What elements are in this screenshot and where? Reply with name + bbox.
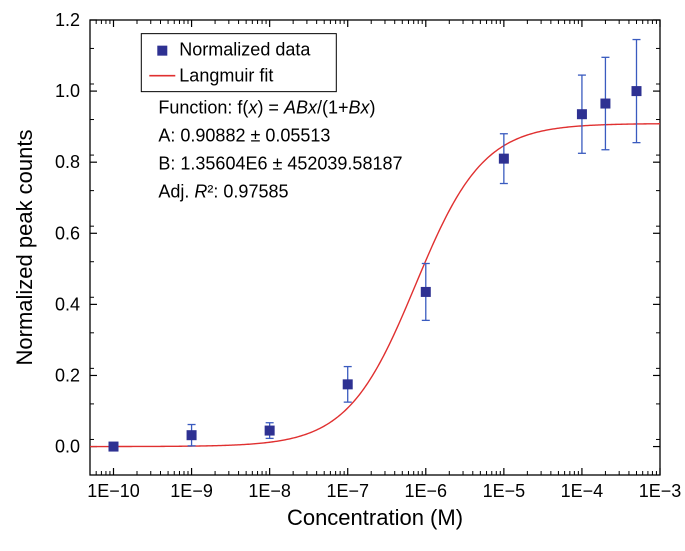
annotation-line: Function: f(x) = ABx/(1+Bx) — [158, 97, 375, 117]
y-tick-label: 0.2 — [55, 365, 80, 385]
x-tick-label: 1E−9 — [170, 481, 213, 501]
legend-item-label: Normalized data — [179, 40, 311, 60]
y-tick-label: 0.6 — [55, 223, 80, 243]
langmuir-chart: 1E−10 1E−9 1E−8 1E−7 1E−6 1E−5 1E−4 1E−3 0.0 0.2 0… — [0, 0, 685, 551]
annotation-line: B: 1.35604E6 ± 452039.58187 — [158, 153, 402, 173]
x-tick-label: 1E−6 — [405, 481, 448, 501]
x-tick-label: 1E−4 — [561, 481, 604, 501]
legend-item-label: Langmuir fit — [179, 66, 273, 86]
legend: Normalized data Langmuir fit — [141, 34, 336, 92]
x-tick-label: 1E−10 — [87, 481, 140, 501]
y-tick-label: 0.4 — [55, 294, 80, 314]
x-axis-label: Concentration (M) — [287, 505, 463, 530]
y-tick-label: 0.8 — [55, 152, 80, 172]
annotation-line: Adj. R²: 0.97585 — [158, 181, 288, 201]
y-axis-label: Normalized peak counts — [12, 129, 37, 365]
y-tick-label: 0.0 — [55, 437, 80, 457]
x-tick-label: 1E−3 — [639, 481, 682, 501]
x-tick-label: 1E−5 — [483, 481, 526, 501]
x-tick-label: 1E−8 — [248, 481, 291, 501]
data-point — [109, 442, 119, 452]
y-tick-label: 1.2 — [55, 10, 80, 30]
y-tick-label: 1.0 — [55, 81, 80, 101]
annotation-line: A: 0.90882 ± 0.05513 — [158, 125, 330, 145]
legend-marker-icon — [157, 46, 167, 56]
x-tick-label: 1E−7 — [326, 481, 369, 501]
